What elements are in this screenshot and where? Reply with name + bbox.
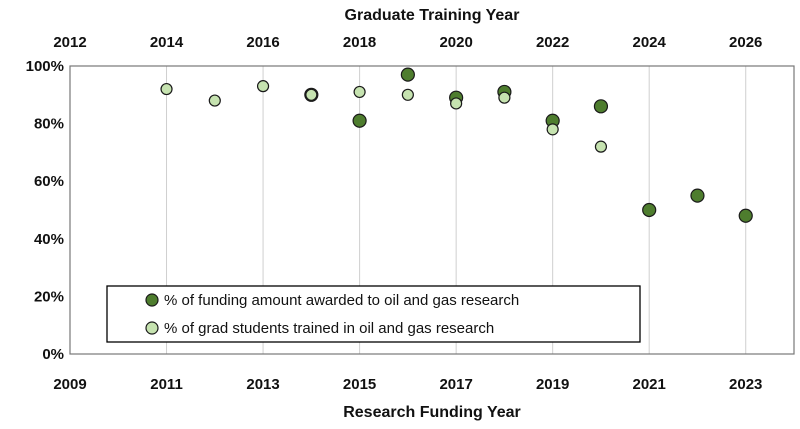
y-tick-label: 100% [26, 58, 64, 75]
y-tick-label: 40% [34, 231, 64, 248]
x2-tick-label: 2012 [53, 34, 86, 51]
x2-axis-title: Graduate Training Year [345, 7, 520, 24]
point-students [498, 91, 511, 104]
point-students [594, 140, 608, 153]
x-tick-label: 2011 [150, 376, 183, 393]
y-axis-ticks: 0% 20% 40% 60% 80% 100% [26, 58, 64, 363]
x-tick-label: 2015 [343, 376, 376, 393]
point-funding [400, 67, 415, 82]
x-tick-label: 2021 [633, 376, 666, 393]
y-tick-label: 80% [34, 116, 64, 133]
x2-tick-label: 2014 [150, 34, 184, 51]
y-tick-label: 60% [34, 173, 64, 190]
x2-tick-label: 2018 [343, 34, 376, 51]
x-axis-title: Research Funding Year [343, 404, 521, 421]
x2-tick-label: 2020 [439, 34, 472, 51]
legend-box [106, 285, 641, 343]
x2-tick-label: 2024 [633, 34, 667, 51]
point-funding [738, 208, 753, 223]
x-tick-label: 2023 [729, 376, 762, 393]
x2-tick-label: 2022 [536, 34, 569, 51]
point-funding [593, 99, 609, 114]
data-points [160, 67, 753, 223]
legend-marker-students [145, 321, 159, 335]
point-students [256, 80, 270, 93]
x2-axis-ticks: 2012 2014 2016 2018 2020 2022 2024 2026 [53, 34, 762, 51]
x-axis-ticks: 2009 2011 2013 2015 2017 2019 2021 2023 [53, 376, 762, 393]
plot-frame [69, 65, 795, 355]
y-tick-label: 0% [42, 346, 64, 363]
legend: % of funding amount awarded to oil and g… [106, 285, 641, 343]
point-students [401, 88, 414, 101]
point-students [305, 88, 318, 101]
x-tick-label: 2009 [53, 376, 86, 393]
point-students [208, 94, 221, 107]
legend-label-funding: % of funding amount awarded to oil and g… [164, 292, 519, 309]
point-funding [690, 188, 705, 203]
x-tick-label: 2017 [439, 376, 472, 393]
y-tick-label: 20% [34, 288, 64, 305]
point-students [160, 82, 173, 96]
point-students [546, 123, 559, 136]
x2-tick-label: 2026 [729, 34, 762, 51]
point-students [450, 97, 463, 110]
x-tick-label: 2019 [536, 376, 569, 393]
point-students [353, 85, 366, 99]
legend-marker-funding [145, 293, 159, 307]
x2-tick-label: 2016 [246, 34, 279, 51]
point-funding [352, 113, 367, 128]
point-funding [642, 202, 657, 218]
x-tick-label: 2013 [246, 376, 279, 393]
legend-label-students: % of grad students trained in oil and ga… [164, 320, 494, 337]
